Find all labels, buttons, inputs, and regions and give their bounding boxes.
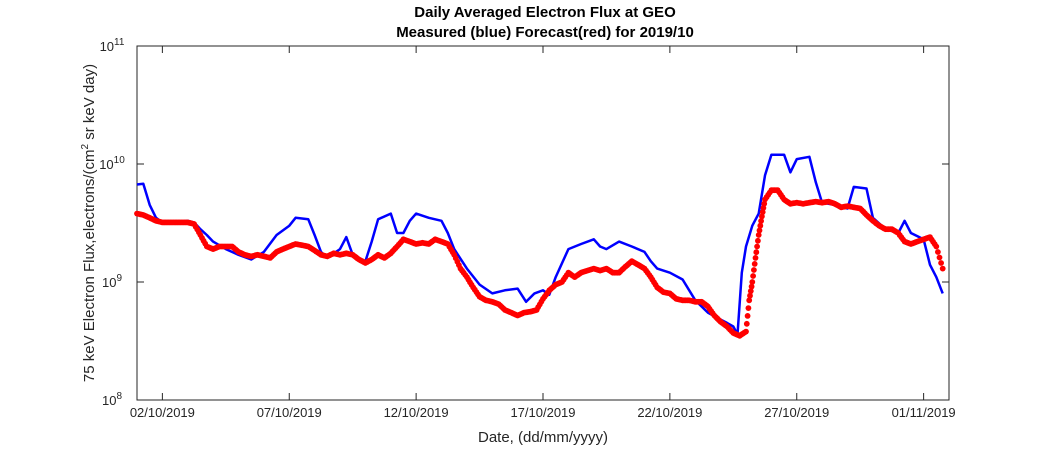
forecast-point: [747, 292, 753, 299]
forecast-point: [752, 255, 759, 261]
forecast-point: [935, 249, 941, 255]
chart-title: Daily Averaged Electron Flux at GEO: [414, 4, 676, 21]
chart-subtitle: Measured (blue) Forecast(red) for 2019/1…: [396, 24, 694, 41]
forecast-point: [759, 213, 765, 220]
x-axis-ticks: 02/10/2019 07/10/2019 12/10/2019 17/10/2019…: [130, 46, 956, 420]
forecast-point: [753, 249, 760, 256]
forecast-point: [749, 279, 756, 285]
x-tick-label: 07/10/2019: [257, 405, 322, 420]
y-tick-label: 108: [102, 391, 122, 408]
series-layer: [134, 153, 946, 339]
forecast-point: [748, 283, 755, 290]
x-tick-label: 02/10/2019: [130, 405, 195, 420]
forecast-point: [938, 260, 944, 266]
forecast-point: [747, 288, 754, 294]
series-forecast: [134, 187, 946, 339]
forecast-point: [757, 222, 764, 229]
y-axis-label: 75 keV Electron Flux,electrons/(cm2 sr k…: [80, 64, 98, 382]
forecast-point: [751, 267, 757, 273]
x-tick-label: 17/10/2019: [510, 405, 575, 420]
x-axis-label: Date, (dd/mm/yyyy): [478, 429, 608, 446]
plot-area: [136, 45, 950, 401]
forecast-point: [939, 265, 946, 272]
y-tick-label: 109: [102, 273, 122, 290]
x-tick-label: 01/11/2019: [892, 405, 956, 420]
forecast-point: [933, 243, 940, 250]
forecast-point: [750, 273, 756, 279]
x-tick-label: 27/10/2019: [764, 405, 829, 420]
forecast-point: [758, 218, 764, 224]
forecast-point: [755, 232, 762, 238]
forecast-point: [744, 313, 751, 319]
y-tick-label: 1011: [100, 37, 125, 54]
forecast-point: [746, 297, 753, 304]
forecast-point: [756, 227, 763, 234]
forecast-point: [754, 243, 760, 250]
forecast-point: [745, 305, 752, 311]
forecast-point: [755, 237, 761, 244]
x-tick-label: 22/10/2019: [637, 405, 702, 420]
forecast-point: [936, 254, 943, 261]
y-tick-label: 1010: [99, 155, 125, 172]
x-tick-label: 12/10/2019: [384, 405, 449, 420]
forecast-point: [743, 328, 749, 335]
forecast-point: [751, 261, 758, 267]
y-axis-ticks: 108 109 1010 1011: [99, 37, 949, 408]
forecast-point: [743, 320, 750, 327]
